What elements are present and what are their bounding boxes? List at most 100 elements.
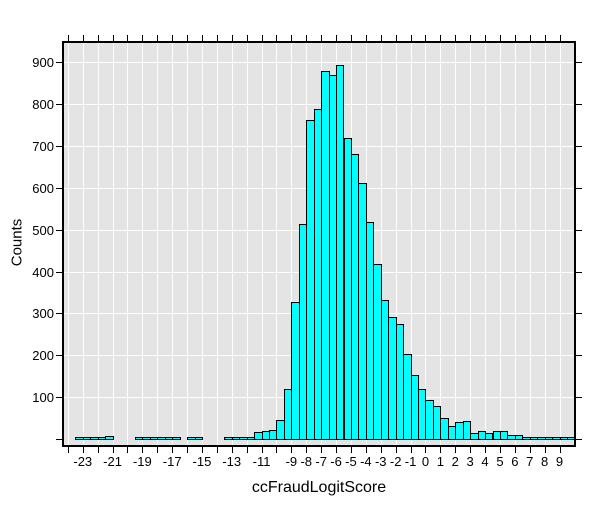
y-axis-tick-right <box>576 104 582 106</box>
grid-line-vertical <box>440 43 442 445</box>
grid-line-vertical <box>142 43 144 445</box>
grid-line-vertical <box>291 43 293 445</box>
x-axis-tick-bottom <box>440 447 442 453</box>
x-axis-tick-top <box>514 35 516 41</box>
x-axis-tick-bottom <box>499 447 501 453</box>
x-axis-tick-bottom <box>201 447 203 453</box>
grid-line-vertical <box>82 43 84 445</box>
grid-line-vertical <box>514 43 516 445</box>
histogram-bar <box>194 437 203 440</box>
grid-line-horizontal <box>64 62 574 64</box>
x-axis-tick-top <box>350 35 352 41</box>
y-axis-tick-right <box>576 397 582 399</box>
x-axis-tick-bottom <box>425 447 427 453</box>
x-axis-tick-bottom <box>246 447 248 453</box>
grid-line-vertical <box>529 43 531 445</box>
x-axis-tick-top <box>470 35 472 41</box>
grid-line-vertical <box>201 43 203 445</box>
x-axis-tick-bottom <box>350 447 352 453</box>
x-axis-tick-label: -9 <box>285 454 298 469</box>
y-axis-tick-left <box>56 229 62 231</box>
x-axis-tick-label: 8 <box>541 454 549 469</box>
x-axis-tick-label: 3 <box>466 454 474 469</box>
grid-line-vertical <box>559 43 561 445</box>
x-axis-tick-top <box>440 35 442 41</box>
grid-line-vertical <box>544 43 546 445</box>
x-axis-tick-top <box>172 35 174 41</box>
x-axis-title: ccFraudLogitScore <box>251 479 387 496</box>
x-axis-tick-label: 0 <box>421 454 430 469</box>
y-axis-tick-label: 900 <box>32 55 54 71</box>
x-axis-tick-label: 2 <box>451 454 459 469</box>
x-axis-tick-top <box>97 35 99 41</box>
y-axis-tick-label: 400 <box>32 264 54 280</box>
y-axis-tick-right <box>576 187 582 189</box>
x-axis-tick-top <box>187 35 189 41</box>
x-axis-tick-label: -1 <box>404 454 417 469</box>
y-axis-tick-label: 300 <box>32 306 54 322</box>
y-axis-tick-left <box>56 145 62 147</box>
x-axis-tick-top <box>246 35 248 41</box>
grid-line-vertical <box>97 43 99 445</box>
x-axis-tick-label: 4 <box>481 454 489 469</box>
x-axis-tick-top <box>425 35 427 41</box>
x-axis-tick-bottom <box>395 447 397 453</box>
x-axis-tick-label: 1 <box>436 454 444 469</box>
grid-line-vertical <box>425 43 427 445</box>
x-axis-tick-label: -8 <box>300 454 313 469</box>
grid-line-vertical <box>276 43 278 445</box>
x-axis-tick-label: 6 <box>511 454 519 469</box>
grid-line-vertical <box>231 43 233 445</box>
grid-line-vertical <box>127 43 129 445</box>
x-axis-tick-bottom <box>291 447 293 453</box>
x-axis-tick-bottom <box>187 447 189 453</box>
x-axis-tick-top <box>410 35 412 41</box>
x-axis-tick-top <box>231 35 233 41</box>
grid-line-vertical <box>172 43 174 445</box>
x-axis-tick-bottom <box>544 447 546 453</box>
x-axis-tick-bottom <box>365 447 367 453</box>
grid-line-vertical <box>157 43 159 445</box>
x-axis-tick-bottom <box>82 447 84 453</box>
y-axis-tick-left <box>56 439 62 440</box>
y-axis-tick-right <box>576 62 582 64</box>
x-axis-tick-top <box>365 35 367 41</box>
y-axis-tick-left <box>56 187 62 189</box>
grid-line-vertical <box>246 43 248 445</box>
grid-line-vertical <box>410 43 412 445</box>
x-axis-tick-label: -6 <box>330 454 342 469</box>
x-axis-tick-bottom <box>127 447 129 453</box>
grid-line-vertical <box>470 43 472 445</box>
y-axis-tick-label: 700 <box>32 138 54 154</box>
grid-line-vertical <box>499 43 501 445</box>
x-axis-tick-bottom <box>485 447 487 453</box>
x-axis-tick-top <box>127 35 129 41</box>
y-axis-tick-right <box>576 439 582 440</box>
y-axis-tick-right <box>576 313 582 315</box>
x-axis-tick-bottom <box>261 447 263 453</box>
x-axis-tick-bottom <box>410 447 412 453</box>
histogram-bar <box>105 436 114 440</box>
x-axis-tick-label: 9 <box>555 454 564 469</box>
x-axis-tick-bottom <box>172 447 174 453</box>
x-axis-tick-top <box>142 35 144 41</box>
x-axis-tick-top <box>321 35 323 41</box>
x-axis-tick-bottom <box>112 447 114 453</box>
x-axis-tick-top <box>544 35 546 41</box>
y-axis-tick-right <box>576 271 582 273</box>
x-axis-tick-bottom <box>321 447 323 453</box>
x-axis-tick-bottom <box>306 447 308 453</box>
x-axis-tick-bottom <box>157 447 159 453</box>
y-axis-tick-left <box>56 355 62 357</box>
x-axis-tick-bottom <box>142 447 144 453</box>
x-axis-tick-top <box>395 35 397 41</box>
y-axis-tick-label: 600 <box>32 180 54 196</box>
y-axis-tick-right <box>576 355 582 357</box>
y-axis-tick-right <box>576 145 582 147</box>
x-axis-tick-top <box>67 35 69 41</box>
x-axis-tick-bottom <box>380 447 382 453</box>
x-axis-tick-label: -21 <box>103 454 122 469</box>
y-axis-tick-left <box>56 62 62 64</box>
x-axis-tick-bottom <box>216 447 218 453</box>
